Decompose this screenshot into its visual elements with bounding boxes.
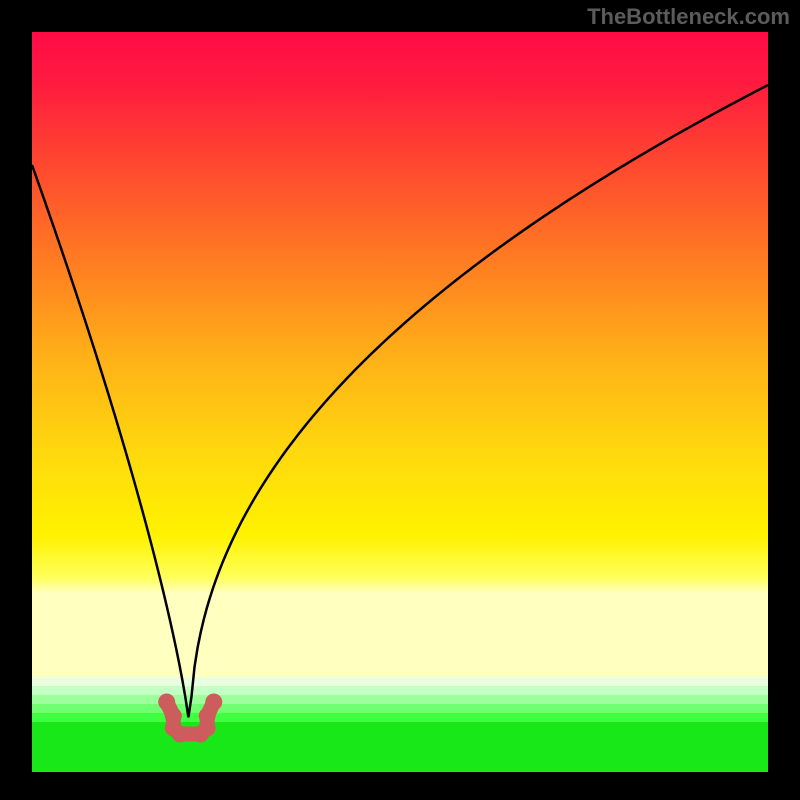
gradient-background <box>32 32 768 677</box>
watermark-text: TheBottleneck.com <box>587 4 790 30</box>
green-band <box>32 677 768 772</box>
green-strip-3 <box>32 704 768 713</box>
green-strip-1 <box>32 686 768 695</box>
green-strip-4 <box>32 713 768 722</box>
plot-area <box>32 32 768 772</box>
green-strip-0 <box>32 677 768 686</box>
green-strip-5 <box>32 722 768 772</box>
green-strip-2 <box>32 695 768 704</box>
